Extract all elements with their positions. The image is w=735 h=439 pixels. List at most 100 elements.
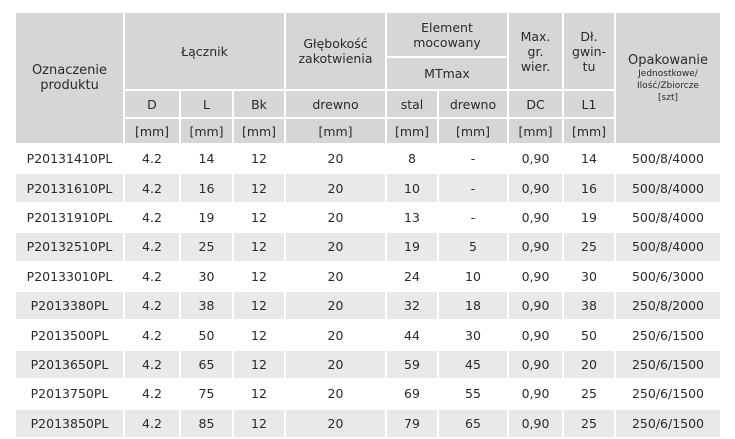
- table-cell: 500/8/4000: [631, 209, 705, 225]
- table-row: P2013750PL 4.2 75 12 20 69 55 0,90 25 250/6/1500: [16, 380, 720, 407]
- table-cell: 25: [581, 386, 597, 402]
- table-cell: 20: [327, 386, 344, 402]
- header-depth: Głębokość zakotwienia: [286, 13, 385, 89]
- sub-header: drewno: [286, 91, 385, 117]
- table-cell: 500/8/4000: [616, 233, 720, 261]
- header-thread-length: Dł. gwin-tu: [564, 13, 614, 89]
- table-cell: 4.2: [125, 409, 179, 437]
- table-cell: 12: [234, 291, 284, 320]
- table-cell: 0,90: [521, 386, 550, 402]
- sub-header: D: [125, 91, 179, 117]
- table-cell: 4.2: [125, 350, 179, 379]
- unit-header: [mm]: [387, 119, 437, 143]
- product-code-cell: P20131410PL: [26, 151, 113, 167]
- table-row: P2013850PL 4.2 85 12 20 79 65 0,90 25 250/6/1500: [16, 409, 720, 437]
- table-cell: 0,90: [521, 268, 550, 284]
- table-cell: 0,90: [509, 291, 562, 320]
- header-fastener: Łącznik: [125, 13, 284, 89]
- table-row: P20131910PL 4.2 19 12 20 13 - 0,90 19 500/8/4000: [16, 204, 720, 231]
- sub-header: L1: [564, 91, 614, 117]
- unit-header: [mm]: [286, 119, 385, 143]
- table-cell: 500/6/3000: [631, 268, 705, 284]
- table-cell: 0,90: [521, 209, 550, 225]
- table-cell: 20: [286, 233, 385, 261]
- table-cell: 20: [327, 268, 344, 284]
- table-cell: 10: [387, 174, 437, 202]
- table-cell: 250/8/2000: [616, 291, 720, 320]
- header-mtmax: MTmax: [387, 58, 507, 89]
- table-cell: 75: [198, 386, 215, 402]
- table-cell: 65: [439, 409, 507, 437]
- product-code-cell: P2013750PL: [30, 386, 109, 402]
- table-cell: 500/8/4000: [631, 151, 705, 167]
- table-cell: 50: [581, 327, 597, 343]
- table-row: P20133010PL 4.2 30 12 20 24 10 0,90 30 500/6/3000: [16, 263, 720, 290]
- table-cell: 20: [564, 350, 614, 379]
- table-cell: 250/6/1500: [616, 350, 720, 379]
- table-cell: 38: [564, 291, 614, 320]
- table-cell: 20: [327, 327, 344, 343]
- table-cell: 79: [387, 409, 437, 437]
- table-row: P20131410PL 4.2 14 12 20 8 - 0,90 14 500/8/4000: [16, 145, 720, 172]
- table-cell: 12: [234, 174, 284, 202]
- table-cell: 85: [181, 409, 232, 437]
- unit-header: [mm]: [439, 119, 507, 143]
- packaging-title: Opakowanie: [628, 53, 708, 68]
- table-cell: 0,90: [509, 350, 562, 379]
- table-cell: 250/6/1500: [631, 327, 705, 343]
- table-cell: 12: [251, 209, 267, 225]
- table-cell: 55: [465, 386, 481, 402]
- unit-header: [mm]: [234, 119, 284, 143]
- table-cell: 0,90: [521, 327, 550, 343]
- packaging-subtitle: Jednostkowe/ Ilość/Zbiorcze: [637, 69, 699, 91]
- sub-header: DC: [509, 91, 562, 117]
- table-cell: 13: [404, 209, 420, 225]
- table-cell: 4.2: [125, 291, 179, 320]
- table-cell: -: [439, 174, 507, 202]
- product-code-cell: P2013380PL: [16, 291, 123, 320]
- header-max-drill: Max. gr. wier.: [509, 13, 562, 89]
- table-cell: 25: [564, 233, 614, 261]
- table-cell: 4.2: [125, 233, 179, 261]
- table-row: P2013380PL 4.2 38 12 20 32 18 0,90 38 250/8/2000: [16, 291, 720, 320]
- packaging-unit: [szt]: [658, 93, 678, 103]
- table-cell: 19: [581, 209, 597, 225]
- product-code-cell: P2013850PL: [16, 409, 123, 437]
- table-cell: 250/6/1500: [616, 409, 720, 437]
- table-cell: 19: [387, 233, 437, 261]
- product-spec-table: Oznaczenie produktu Łącznik Głębokość za…: [14, 11, 722, 439]
- table-cell: -: [470, 151, 476, 167]
- table-cell: 20: [327, 209, 344, 225]
- unit-header: [mm]: [125, 119, 179, 143]
- table-cell: 30: [465, 327, 481, 343]
- product-code-cell: P20132510PL: [16, 233, 123, 261]
- table-cell: 59: [387, 350, 437, 379]
- product-code-cell: P20131610PL: [16, 174, 123, 202]
- table-cell: -: [470, 209, 476, 225]
- table-row: P20131610PL 4.2 16 12 20 10-0,90 16 500/8/4000: [16, 174, 720, 202]
- table-cell: 0,90: [509, 409, 562, 437]
- product-code-cell: P2013500PL: [30, 327, 109, 343]
- table-cell: 4.2: [142, 151, 162, 167]
- table-cell: 38: [181, 291, 232, 320]
- table-cell: 32: [387, 291, 437, 320]
- sub-header: Bk: [234, 91, 284, 117]
- table-cell: 5: [439, 233, 507, 261]
- table-row: P2013650PL 4.2 65 12 20 59 45 0,90 20 250/6/1500: [16, 350, 720, 379]
- header-element: Element mocowany: [387, 13, 507, 56]
- table-cell: 20: [286, 350, 385, 379]
- sub-header: L: [181, 91, 232, 117]
- table-cell: 20: [327, 151, 344, 167]
- table-cell: 12: [251, 386, 267, 402]
- table-cell: 4.2: [142, 209, 162, 225]
- product-code-cell: P20131910PL: [26, 209, 113, 225]
- unit-header: [mm]: [509, 119, 562, 143]
- table-cell: 30: [198, 268, 215, 284]
- table-cell: 0,90: [521, 151, 550, 167]
- product-code-cell: P2013650PL: [16, 350, 123, 379]
- table-cell: 16: [181, 174, 232, 202]
- table-cell: 25: [181, 233, 232, 261]
- table-cell: 69: [404, 386, 420, 402]
- table-cell: 4.2: [142, 386, 162, 402]
- table-cell: 20: [286, 291, 385, 320]
